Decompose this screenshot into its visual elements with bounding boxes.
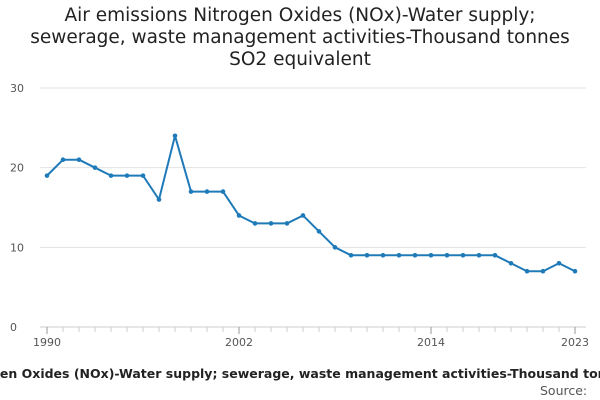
data-point[interactable]: [172, 133, 178, 139]
data-point[interactable]: [444, 253, 450, 258]
data-point[interactable]: [252, 221, 258, 226]
data-point[interactable]: [108, 173, 114, 178]
x-axis-label: Air emissions Nitrogen Oxides (NOx)-Wate…: [0, 366, 600, 381]
chart-title: Air emissions Nitrogen Oxides (NOx)-Wate…: [0, 5, 600, 71]
data-point[interactable]: [44, 173, 50, 178]
data-point[interactable]: [508, 260, 514, 266]
data-point[interactable]: [92, 165, 98, 170]
data-point[interactable]: [268, 221, 274, 226]
y-tick-label: 10: [10, 241, 24, 254]
data-point[interactable]: [188, 189, 194, 194]
data-point[interactable]: [380, 253, 386, 258]
chart-title-line-1: Air emissions Nitrogen Oxides (NOx)-Wate…: [64, 5, 536, 26]
data-point[interactable]: [348, 253, 354, 258]
data-point[interactable]: [300, 213, 306, 218]
data-point[interactable]: [332, 245, 338, 250]
data-point[interactable]: [556, 260, 562, 266]
data-point[interactable]: [284, 221, 290, 226]
data-point[interactable]: [540, 268, 546, 274]
data-point[interactable]: [364, 253, 370, 258]
x-tick-label: 2023: [561, 336, 589, 349]
data-point[interactable]: [76, 157, 82, 162]
data-point[interactable]: [412, 253, 418, 258]
x-tick-label: 1990: [33, 336, 61, 349]
chart-title-line-3: SO2 equivalent: [229, 49, 371, 70]
data-point[interactable]: [572, 268, 578, 274]
y-tick-label: 20: [10, 162, 24, 175]
data-point[interactable]: [60, 157, 66, 162]
data-point[interactable]: [428, 253, 434, 258]
chart-title-line-2: sewerage, waste management activities-Th…: [30, 27, 570, 48]
series-group: [44, 133, 578, 274]
x-tick-label: 2014: [417, 336, 445, 349]
axis-labels: Air emissions Nitrogen Oxides (NOx)-Wate…: [0, 366, 600, 398]
data-point[interactable]: [140, 173, 146, 178]
x-axis: 1990 2002 2014 2023: [33, 326, 589, 349]
data-point[interactable]: [524, 268, 530, 274]
data-point[interactable]: [204, 189, 210, 194]
data-point[interactable]: [316, 229, 322, 234]
data-point[interactable]: [460, 253, 466, 258]
gridlines: 0 10 20 30: [10, 82, 586, 334]
data-point[interactable]: [492, 253, 498, 258]
data-point[interactable]: [124, 173, 130, 178]
source-label: Source:: [540, 383, 587, 398]
series-line: [46, 134, 576, 273]
y-tick-label: 0: [10, 321, 17, 334]
x-tick-label: 2002: [225, 336, 253, 349]
data-point[interactable]: [476, 253, 482, 258]
data-point[interactable]: [220, 189, 226, 194]
y-tick-label: 30: [10, 82, 24, 95]
data-point[interactable]: [236, 213, 242, 218]
data-point[interactable]: [396, 253, 402, 258]
data-point[interactable]: [156, 197, 162, 202]
